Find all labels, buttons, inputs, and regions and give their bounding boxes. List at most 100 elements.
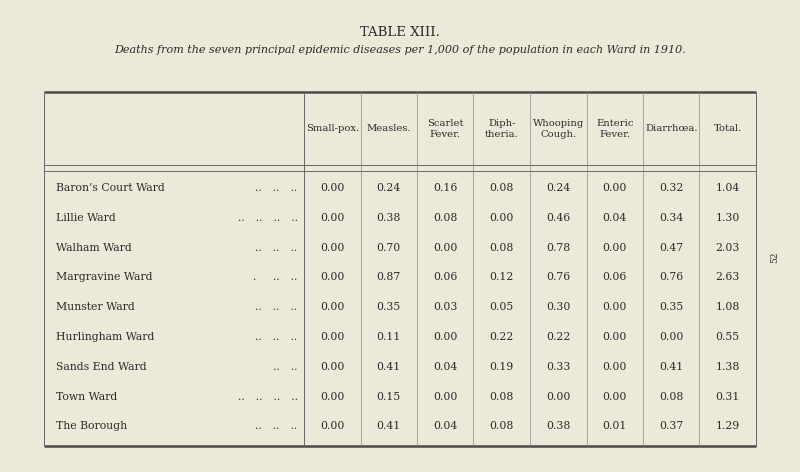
Text: 0.47: 0.47 [659,243,683,253]
Text: ..  ..  ..: .. .. .. [255,421,298,431]
Text: 1.04: 1.04 [716,183,740,193]
Text: 0.22: 0.22 [490,332,514,342]
Text: 0.12: 0.12 [490,272,514,282]
Text: 0.41: 0.41 [659,362,683,372]
Text: 0.03: 0.03 [433,302,458,312]
Text: 0.00: 0.00 [320,362,345,372]
Text: 0.00: 0.00 [320,421,345,431]
Text: Total.: Total. [714,124,742,133]
Text: 0.00: 0.00 [320,272,345,282]
Text: Margravine Ward: Margravine Ward [56,272,153,282]
Text: 0.41: 0.41 [377,421,401,431]
Text: 0.04: 0.04 [433,362,458,372]
Text: 0.01: 0.01 [602,421,627,431]
Text: Baron’s Court Ward: Baron’s Court Ward [56,183,165,193]
Text: Walham Ward: Walham Ward [56,243,132,253]
Text: 0.46: 0.46 [546,213,570,223]
Text: 0.34: 0.34 [659,213,683,223]
Text: Measles.: Measles. [366,124,411,133]
Text: 0.05: 0.05 [490,302,514,312]
Text: 2.63: 2.63 [715,272,740,282]
Text: Scarlet
Fever.: Scarlet Fever. [427,118,463,139]
Text: 0.00: 0.00 [320,392,345,402]
Text: 2.03: 2.03 [715,243,740,253]
Text: 1.30: 1.30 [715,213,740,223]
Text: 0.19: 0.19 [490,362,514,372]
Text: Diarrhœa.: Diarrhœa. [645,124,698,133]
Text: 52: 52 [770,252,779,263]
Text: 0.08: 0.08 [490,183,514,193]
Text: 0.08: 0.08 [490,392,514,402]
Text: 0.55: 0.55 [716,332,740,342]
Text: 0.04: 0.04 [602,213,627,223]
Text: 0.00: 0.00 [320,243,345,253]
Text: 0.00: 0.00 [320,183,345,193]
Text: 0.00: 0.00 [602,332,627,342]
Text: The Borough: The Borough [56,421,127,431]
Text: 0.24: 0.24 [546,183,570,193]
Text: 0.11: 0.11 [377,332,401,342]
Text: 0.00: 0.00 [602,392,627,402]
Text: 0.32: 0.32 [659,183,683,193]
Text: ..  ..  ..: .. .. .. [255,243,298,253]
Text: 0.00: 0.00 [433,392,458,402]
Text: Town Ward: Town Ward [56,392,118,402]
Text: 0.22: 0.22 [546,332,570,342]
Text: .   ..  ..: . .. .. [254,272,298,282]
Text: 0.00: 0.00 [433,243,458,253]
Text: 0.31: 0.31 [715,392,740,402]
Text: Deaths from the seven principal epidemic diseases per 1,000 of the population in: Deaths from the seven principal epidemic… [114,45,686,55]
Text: 0.00: 0.00 [320,213,345,223]
Text: ..  ..  ..: .. .. .. [255,332,298,342]
Text: ..  ..  ..: .. .. .. [255,302,298,312]
Text: Lillie Ward: Lillie Ward [56,213,116,223]
Text: Hurlingham Ward: Hurlingham Ward [56,332,154,342]
Text: 0.16: 0.16 [433,183,458,193]
Text: TABLE XIII.: TABLE XIII. [360,26,440,39]
Text: 0.00: 0.00 [602,183,627,193]
Text: 0.87: 0.87 [377,272,401,282]
Text: 0.06: 0.06 [433,272,458,282]
Text: 0.06: 0.06 [602,272,627,282]
Text: 0.08: 0.08 [659,392,683,402]
Text: ..  ..  ..: .. .. .. [255,183,298,193]
Text: 0.41: 0.41 [377,362,401,372]
Text: 0.04: 0.04 [433,421,458,431]
Text: 0.38: 0.38 [546,421,570,431]
Text: 0.76: 0.76 [659,272,683,282]
Text: Whooping
Cough.: Whooping Cough. [533,118,584,139]
Text: 0.70: 0.70 [377,243,401,253]
Text: 1.08: 1.08 [715,302,740,312]
Text: 0.00: 0.00 [320,332,345,342]
Text: 0.35: 0.35 [659,302,683,312]
Text: 0.00: 0.00 [659,332,683,342]
Text: Sands End Ward: Sands End Ward [56,362,146,372]
Text: 0.00: 0.00 [546,392,570,402]
Text: 0.00: 0.00 [602,302,627,312]
Text: 0.24: 0.24 [377,183,401,193]
Text: 0.30: 0.30 [546,302,570,312]
Text: 0.00: 0.00 [320,302,345,312]
Text: 0.76: 0.76 [546,272,570,282]
Text: 0.00: 0.00 [490,213,514,223]
Text: ..  ..  ..  ..: .. .. .. .. [238,392,298,402]
Text: 0.00: 0.00 [433,332,458,342]
Text: 0.00: 0.00 [602,362,627,372]
Text: 0.08: 0.08 [490,421,514,431]
Text: 0.78: 0.78 [546,243,570,253]
Text: 0.00: 0.00 [602,243,627,253]
Text: Small-pox.: Small-pox. [306,124,359,133]
Text: ..  ..  ..  ..: .. .. .. .. [238,213,298,223]
Text: 1.38: 1.38 [715,362,740,372]
Text: ..  ..: .. .. [273,362,298,372]
Text: 0.08: 0.08 [433,213,458,223]
Text: 0.35: 0.35 [377,302,401,312]
Text: Munster Ward: Munster Ward [56,302,134,312]
Text: 0.08: 0.08 [490,243,514,253]
Text: 0.15: 0.15 [377,392,401,402]
Text: 0.33: 0.33 [546,362,570,372]
Text: Diph-
theria.: Diph- theria. [485,118,518,139]
Text: 0.37: 0.37 [659,421,683,431]
Text: 0.38: 0.38 [377,213,401,223]
Text: 1.29: 1.29 [716,421,740,431]
